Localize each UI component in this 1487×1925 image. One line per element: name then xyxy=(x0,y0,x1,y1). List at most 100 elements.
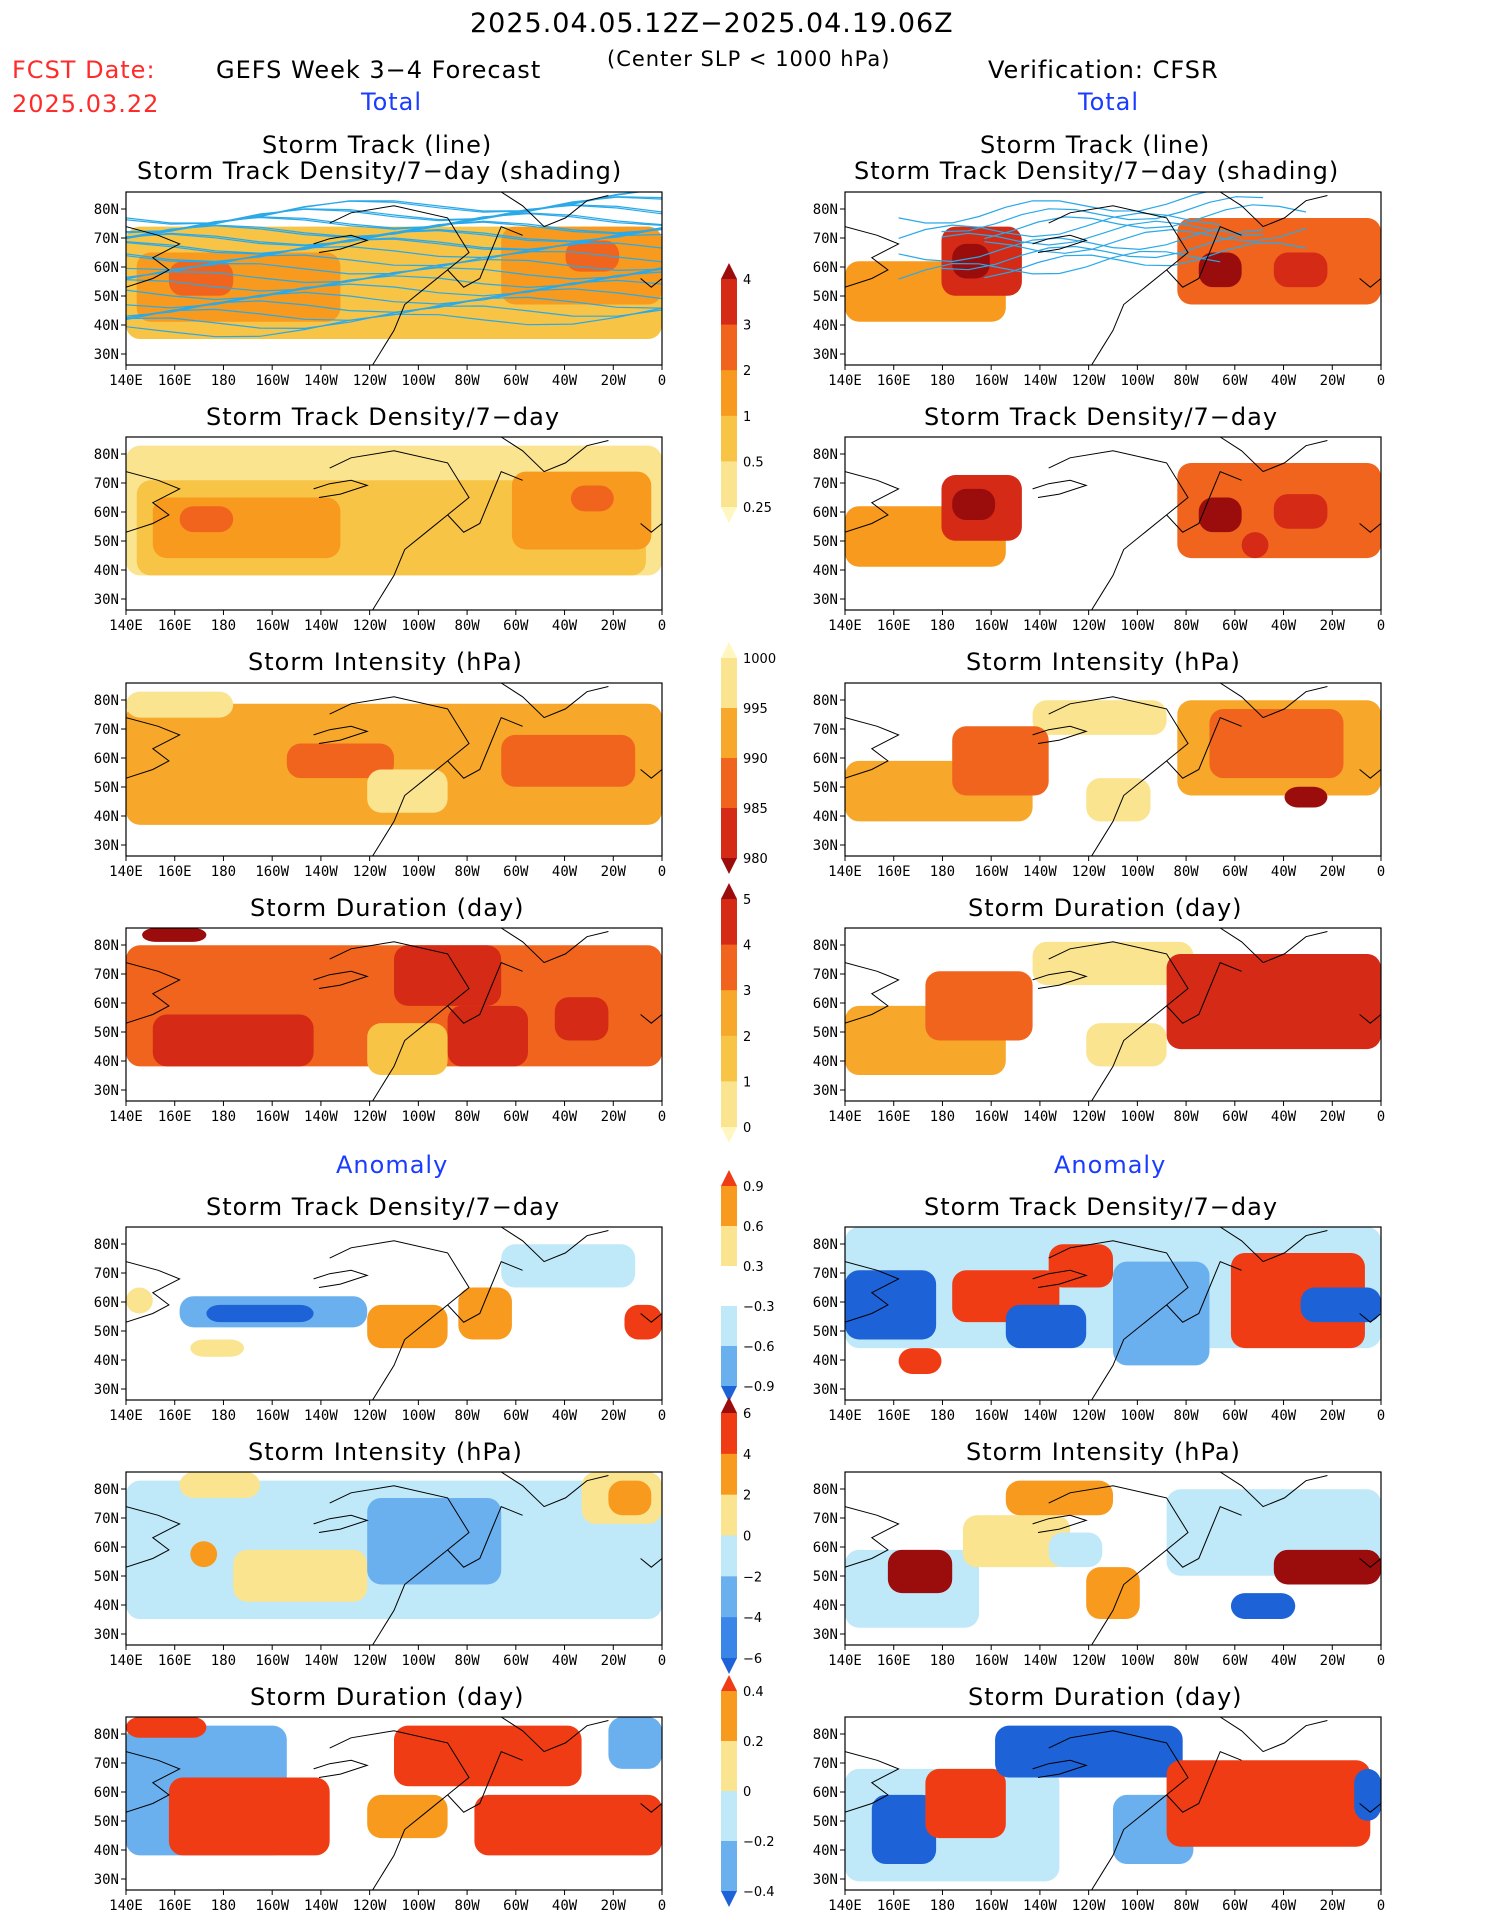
forecast-title: GEFS Week 3−4 Forecast xyxy=(216,56,542,84)
colorbar-segment xyxy=(721,324,737,371)
colorbar-label: 1000 xyxy=(743,652,776,667)
lon-tick-label: 40W xyxy=(1271,1653,1297,1669)
lon-tick-label: 140E xyxy=(828,618,862,634)
map-panel-vf-density: 80N 70N 60N 50N 40N 30N 140E 160E 180 160W 140W 120… xyxy=(795,429,1401,642)
coastline xyxy=(313,725,369,744)
coastline xyxy=(1219,1472,1328,1508)
coastline xyxy=(640,278,662,288)
lon-tick-label: 0 xyxy=(1377,1408,1385,1424)
lon-tick-label: 40W xyxy=(552,373,578,389)
lon-tick-label: 80W xyxy=(454,373,480,389)
coastline xyxy=(126,1751,181,1813)
colorbar-segment xyxy=(721,1397,737,1413)
lat-tick-label: 30N xyxy=(813,592,838,608)
lon-tick-label: 80W xyxy=(454,618,480,634)
lon-tick-label: 20W xyxy=(601,618,627,634)
colorbar-label: 0.4 xyxy=(743,1685,764,1700)
lat-tick-label: 30N xyxy=(94,1382,119,1398)
coastline xyxy=(1359,1313,1381,1323)
total-label-left: Total xyxy=(361,88,423,116)
shading-region xyxy=(286,743,394,779)
lat-tick-label: 80N xyxy=(813,1727,838,1743)
lat-tick-label: 70N xyxy=(813,476,838,492)
lon-tick-label: 160E xyxy=(158,618,192,634)
lat-tick-label: 30N xyxy=(813,1083,838,1099)
lon-tick-label: 180 xyxy=(930,373,955,389)
map-frame xyxy=(844,436,1382,611)
fcst-date-value: 2025.03.22 xyxy=(12,90,160,118)
lat-tick-label: 50N xyxy=(94,534,119,550)
coastline xyxy=(1048,450,1189,610)
lon-tick-label: 60W xyxy=(503,1898,529,1914)
lon-tick-label: 80W xyxy=(1173,1109,1199,1125)
lat-tick-label: 30N xyxy=(94,592,119,608)
lon-tick-label: 80W xyxy=(454,1653,480,1669)
lon-tick-label: 40W xyxy=(1271,373,1297,389)
colorbar-segment xyxy=(721,279,737,326)
lat-tick-label: 40N xyxy=(813,1054,838,1070)
page-title: 2025.04.05.12Z−2025.04.19.06Z xyxy=(470,8,954,39)
lon-tick-label: 40W xyxy=(552,1898,578,1914)
colorbar-label: 2 xyxy=(743,1489,751,1504)
map-svg-fc-duration: 80N 70N 60N 50N 40N 30N 140E 160E 180 160W 140W 120… xyxy=(94,927,666,1125)
shading-region xyxy=(1300,1287,1381,1323)
lon-tick-label: 0 xyxy=(658,1653,666,1669)
lon-tick-label: 160W xyxy=(974,373,1008,389)
lat-tick-label: 60N xyxy=(94,505,119,521)
lon-tick-label: 160W xyxy=(255,618,289,634)
coastline xyxy=(1219,1717,1328,1753)
lat-tick-label: 50N xyxy=(813,780,838,796)
lon-tick-label: 140W xyxy=(1023,1898,1057,1914)
shading-region xyxy=(126,1717,207,1738)
lon-tick-label: 120W xyxy=(1072,1653,1106,1669)
lon-tick-label: 60W xyxy=(1222,373,1248,389)
lon-tick-label: 60W xyxy=(1222,1408,1248,1424)
coastline xyxy=(1219,683,1328,719)
lon-tick-label: 20W xyxy=(601,373,627,389)
lon-tick-label: 160W xyxy=(974,1898,1008,1914)
coastline xyxy=(1048,941,1189,1101)
lon-tick-label: 0 xyxy=(1377,1653,1385,1669)
coastline xyxy=(1219,437,1328,473)
colorbar-label: 985 xyxy=(743,802,768,817)
lon-tick-label: 180 xyxy=(211,373,236,389)
colorbar-segment xyxy=(721,1035,737,1082)
lon-tick-label: 0 xyxy=(1377,1898,1385,1914)
lon-tick-label: 140E xyxy=(109,1653,143,1669)
shading-region xyxy=(1193,988,1247,1041)
panel-title-vf-track-2: Storm Track Density/7−day (shading) xyxy=(854,157,1340,185)
lon-tick-label: 20W xyxy=(601,1408,627,1424)
coastline xyxy=(1048,1485,1189,1645)
lon-tick-label: 160W xyxy=(255,1898,289,1914)
lon-tick-label: 160E xyxy=(158,1898,192,1914)
coastline xyxy=(1359,1803,1381,1813)
lon-tick-label: 160E xyxy=(158,1109,192,1125)
lon-tick-label: 140W xyxy=(1023,1653,1057,1669)
lat-tick-label: 50N xyxy=(813,1025,838,1041)
coastline xyxy=(640,1014,662,1024)
lon-tick-label: 160W xyxy=(255,864,289,880)
map-panel-fc-density-anom: 80N 70N 60N 50N 40N 30N 140E 160E 180 160W 140W 120… xyxy=(76,1219,682,1432)
colorbar-segment xyxy=(721,1453,737,1496)
colorbar-segment xyxy=(721,708,737,759)
shading-region xyxy=(1209,708,1344,779)
lat-tick-label: 60N xyxy=(813,1295,838,1311)
colorbar-label: 1 xyxy=(743,410,751,425)
coastline xyxy=(329,205,470,365)
map-svg-vf-density-anom: 80N 70N 60N 50N 40N 30N 140E 160E 180 160W 140W 120… xyxy=(813,1226,1385,1424)
lon-tick-label: 180 xyxy=(211,1109,236,1125)
shading-region xyxy=(995,1725,1183,1778)
shading-region xyxy=(1005,1304,1087,1349)
lon-tick-label: 180 xyxy=(211,864,236,880)
lon-tick-label: 40W xyxy=(1271,864,1297,880)
colorbar-segment xyxy=(721,1675,737,1691)
colorbar-segment xyxy=(721,263,737,279)
coastline xyxy=(1032,1514,1088,1533)
map-panel-vf-track: 80N 70N 60N 50N 40N 30N 140E 160E 180 160W 140W 120… xyxy=(795,184,1401,397)
lon-tick-label: 100W xyxy=(1121,1898,1155,1914)
lon-tick-label: 40W xyxy=(552,1653,578,1669)
shading-region xyxy=(887,1549,953,1594)
lat-tick-label: 60N xyxy=(94,1295,119,1311)
lon-tick-label: 120W xyxy=(353,373,387,389)
map-panel-fc-intensity-anom: 80N 70N 60N 50N 40N 30N 140E 160E 180 160W 140W 120… xyxy=(76,1464,682,1677)
